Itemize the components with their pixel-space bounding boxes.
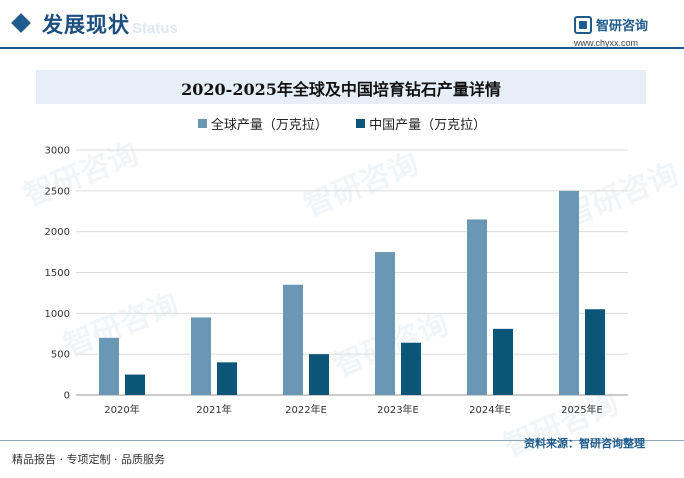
bar-china [217,362,237,395]
chart-legend: 全球产量（万克拉） 中国产量（万克拉） [0,114,684,134]
x-tick-label: 2021年 [196,403,231,416]
bar-global [559,190,579,395]
bar-china [493,328,513,395]
header-divider [0,47,684,49]
y-tick-label: 2000 [45,227,70,238]
legend-item-china: 中国产量（万克拉） [356,114,486,133]
y-tick-label: 500 [51,350,70,361]
legend-label-china: 中国产量（万克拉） [369,118,487,133]
x-tick-label: 2025年E [561,403,603,416]
source-note: 资料来源：智研咨询整理 [524,437,645,450]
section-title: 发展现状 [42,13,130,37]
x-tick-label: 2022年E [285,403,327,416]
x-tick-label: 2023年E [377,403,419,416]
logo-name: 智研咨询 [596,19,649,34]
bar-chart: 0 500 1000 1500 2000 2500 3000 2020年 2021年 2022年E… [45,146,628,416]
y-tick-label: 3000 [45,146,70,157]
footer-divider [0,440,684,441]
bar-china [401,342,421,395]
legend-label-global: 全球产量（万克拉） [210,118,328,133]
x-tick-label: 2024年E [469,403,511,416]
x-tick-label: 2020年 [104,403,139,416]
bar-china [125,374,145,395]
y-tick-label: 0 [64,391,70,402]
section-subtitle: Status [132,20,178,37]
y-tick-label: 1500 [45,268,70,279]
footer-slogan: 精品报告 · 专项定制 · 品质服务 [12,453,165,466]
bar-global [191,317,211,395]
chart-title: 2020-2025年全球及中国培育钻石产量详情 [181,80,501,99]
bar-global [99,337,119,395]
logo-url: www.chyxx.com [574,38,639,48]
header: 发展现状 Status 智研咨询 www.chyxx.com [0,0,684,50]
bar-global [467,219,487,395]
bar-global [283,284,303,395]
legend-item-global: 全球产量（万克拉） [197,114,328,133]
brand-logo: 智研咨询 www.chyxx.com [574,14,684,50]
logo-icon [574,16,592,34]
bar-global [375,252,395,395]
chart-title-bar: 2020-2025年全球及中国培育钻石产量详情 [36,70,646,104]
y-tick-label: 2500 [45,186,70,197]
legend-swatch-global [197,119,207,128]
legend-swatch-china [356,119,366,128]
bar-china [309,354,329,395]
bar-china [585,309,605,395]
y-tick-label: 1000 [45,309,70,320]
